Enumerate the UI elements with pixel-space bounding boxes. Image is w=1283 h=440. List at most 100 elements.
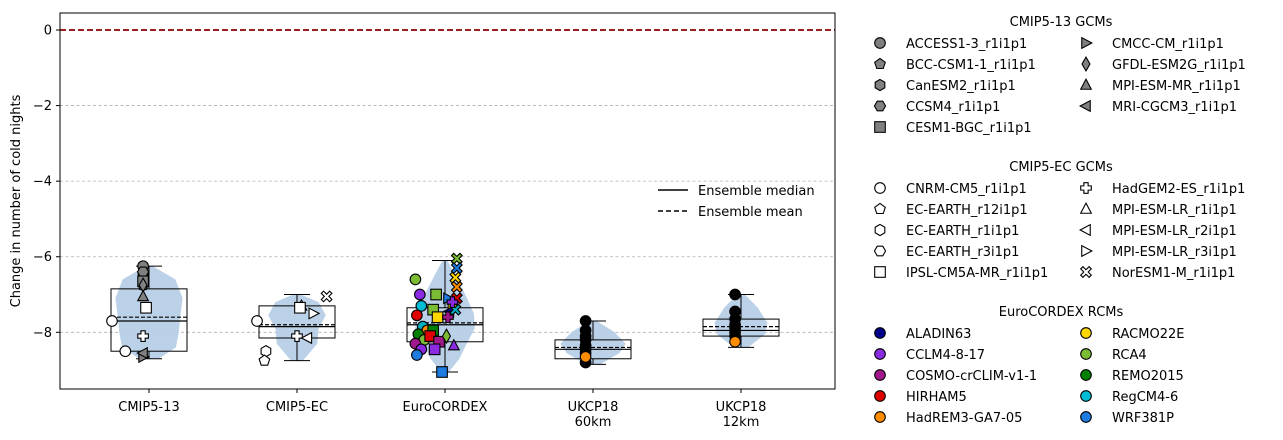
legend-marker (1081, 36, 1094, 50)
legend-marker (874, 37, 886, 49)
legend-label: EC-EARTH_r3i1p1 (906, 245, 1019, 260)
legend-marker (1079, 201, 1093, 214)
data-point (447, 338, 461, 351)
y-tick-label: −2 (33, 99, 52, 114)
data-point (140, 301, 152, 314)
x-tick-label: 12km (723, 415, 760, 430)
data-point (431, 311, 444, 324)
y-axis-label: Change in number of cold nights (9, 94, 24, 307)
stat-legend-label: Ensemble median (698, 184, 815, 199)
legend-label: CanESM2_r1i1p1 (906, 79, 1016, 94)
y-tick-label: −8 (33, 326, 52, 341)
legend-marker (873, 100, 887, 112)
legend-marker (874, 121, 886, 133)
data-point (442, 311, 454, 324)
legend-label: GFDL-ESM2G_r1i1p1 (1112, 58, 1246, 73)
legend-label: CCSM4_r1i1p1 (906, 100, 1000, 115)
data-point (308, 307, 321, 320)
data-point (446, 296, 459, 308)
legend-label: CESM1-BGC_r1i1p1 (906, 121, 1032, 136)
legend-marker (1080, 369, 1092, 381)
data-point (136, 346, 148, 360)
legend-label: HadREM3-GA7-05 (906, 411, 1022, 426)
legend-marker (874, 390, 886, 402)
legend-marker (1079, 265, 1093, 279)
violin (714, 294, 768, 348)
data-point (729, 288, 741, 301)
legend-panel: CMIP5-13 GCMs ACCESS1-3_r1i1p1 CMCC-CM_r1i… (873, 15, 1246, 426)
x-tick-label: 60km (575, 415, 612, 430)
data-point (441, 328, 452, 345)
legend-label: MPI-ESM-MR_r1i1p1 (1112, 79, 1241, 94)
legend-marker (874, 327, 886, 339)
legend-marker (1080, 390, 1092, 402)
legend-label: RegCM4-6 (1112, 390, 1178, 405)
legend-label: MPI-ESM-LR_r1i1p1 (1112, 203, 1237, 218)
data-point (294, 301, 306, 314)
legend-marker (1080, 327, 1092, 339)
legend-label: COSMO-crCLIM-v1-1 (906, 369, 1037, 384)
data-point (428, 343, 441, 356)
legend-label: MRI-CGCM3_r1i1p1 (1112, 100, 1237, 115)
legend-label: ALADIN63 (906, 327, 971, 342)
axes-frame (59, 12, 836, 390)
legend-marker (1080, 411, 1092, 423)
legend-label: MPI-ESM-LR_r3i1p1 (1112, 245, 1237, 260)
legend-label: CCLM4-8-17 (906, 348, 985, 363)
legend-label: HIRHAM5 (906, 390, 967, 405)
data-point (436, 366, 448, 378)
legend-label: CNRM-CM5_r1i1p1 (906, 182, 1027, 197)
legend-marker (1081, 56, 1091, 72)
x-tick-label: EuroCORDEX (403, 400, 488, 415)
data-point (430, 288, 442, 301)
legend-label: RACMO22E (1112, 327, 1184, 342)
legend-marker (874, 266, 886, 278)
legend-marker (874, 57, 886, 70)
x-tick-label: CMIP5-13 (118, 400, 179, 415)
legend-marker (874, 78, 886, 92)
legend-marker (873, 245, 887, 257)
data-point (411, 309, 423, 322)
legend-marker (1079, 77, 1093, 90)
legend-label: RCA4 (1112, 348, 1147, 363)
violin (560, 321, 626, 365)
legend-marker (1078, 99, 1091, 113)
data-point (260, 345, 272, 358)
legend-marker (874, 182, 886, 194)
legend-title: EuroCORDEX RCMs (999, 305, 1124, 320)
x-tick-label: UKCP18 (716, 400, 767, 415)
data-point (413, 288, 426, 301)
legend-label: HadGEM2-ES_r1i1p1 (1112, 182, 1245, 197)
data-point (136, 289, 150, 302)
y-tick-label: −6 (33, 250, 52, 265)
data-point (136, 266, 150, 278)
legend-marker (1080, 348, 1092, 360)
legend-marker (1080, 182, 1092, 194)
legend-title: CMIP5-13 GCMs (1010, 15, 1113, 30)
data-point (119, 345, 132, 358)
data-point (137, 330, 149, 342)
box (702, 318, 780, 337)
legend-label: EC-EARTH_r1i1p1 (906, 224, 1019, 239)
data-point (449, 271, 462, 284)
data-point (320, 290, 333, 303)
data-point (251, 315, 263, 327)
data-point (300, 331, 313, 345)
data-point (415, 300, 428, 312)
legend-label: BCC-CSM1-1_r1i1p1 (906, 58, 1036, 73)
data-point (409, 273, 422, 286)
legend-marker (1078, 223, 1091, 237)
legend-label: IPSL-CM5A-MR_r1i1p1 (906, 266, 1048, 281)
x-tick-label: CMIP5-EC (266, 400, 328, 415)
legend-marker (874, 369, 886, 381)
legend-label: NorESM1-M_r1i1p1 (1112, 266, 1235, 281)
y-tick-label: −4 (33, 175, 52, 190)
x-tick-label: UKCP18 (568, 400, 619, 415)
legend-label: EC-EARTH_r12i1p1 (906, 203, 1028, 218)
legend-title: CMIP5-EC GCMs (1009, 160, 1113, 175)
stat-legend-label: Ensemble mean (698, 205, 803, 220)
data-point (729, 335, 741, 348)
legend-marker (1081, 244, 1094, 258)
data-point (450, 262, 463, 275)
